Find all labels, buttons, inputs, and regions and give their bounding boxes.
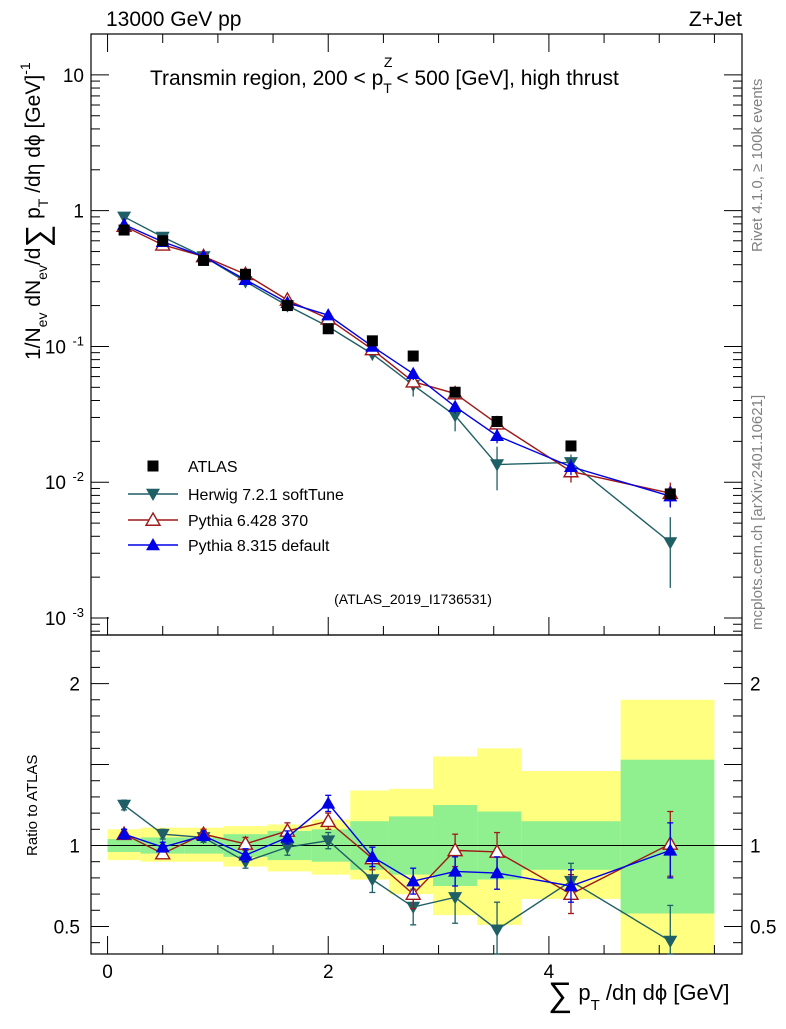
series-marker-ratio (321, 796, 336, 809)
series-marker-ratio (117, 827, 132, 840)
y-axis-label: 1/Nev dNev/d∑ pT /dη dϕ [GeV]-1 (17, 62, 55, 360)
main-series-layer (115, 211, 679, 588)
mcplots-side-label: mcplots.cern.ch [arXiv:2401.10621] (749, 395, 766, 630)
series-line-main (123, 223, 671, 497)
y-tick-label: 10 (45, 337, 66, 358)
legend-marker (147, 460, 159, 472)
series-marker-ratio (448, 892, 463, 905)
series-marker-ratio (155, 840, 170, 853)
rivet-side-label: Rivet 4.1.0, ≥ 100k events (749, 79, 766, 252)
legend: ATLAS Herwig 7.2.1 softTune Pythia 6.428 3… (128, 459, 344, 555)
chart-title: Transmin region, 200 < pTZ< 500 [GeV], h… (150, 54, 619, 96)
atlas-data-point (565, 440, 577, 452)
series-line-ratio (123, 802, 671, 887)
series-marker-main (406, 366, 421, 379)
series-marker-ratio (663, 843, 678, 856)
series-marker-ratio (238, 848, 253, 861)
y-tick-label: 10 (45, 473, 66, 494)
x-tick-label: 2 (323, 962, 334, 983)
atlas-data-point (449, 386, 461, 398)
atlas-data-point (239, 268, 251, 280)
legend-label: Pythia 8.315 default (188, 538, 330, 555)
series-marker-ratio (365, 874, 380, 887)
legend-marker (146, 538, 160, 551)
x-tick-label: 4 (544, 962, 555, 983)
ratio-tick-label: 0.5 (750, 917, 776, 938)
series-marker-ratio (490, 866, 505, 879)
ratio-tick-label: 2 (69, 675, 80, 696)
atlas-data-point (491, 416, 503, 428)
series-line-main (123, 216, 671, 544)
series-marker-ratio (406, 874, 421, 887)
legend-label: Pythia 6.428 370 (188, 513, 308, 530)
series-marker-ratio (321, 835, 336, 848)
y-tick-label-exp: -2 (72, 469, 84, 484)
x-tick-label: 0 (102, 962, 113, 983)
legend-marker (144, 511, 162, 526)
series-marker-main (448, 410, 463, 423)
y-tick-label: 10 (63, 66, 84, 87)
atlas-data-point (664, 488, 676, 500)
axis-ticks (91, 33, 742, 954)
series-marker-ratio (563, 878, 578, 892)
legend-label: Herwig 7.2.1 softTune (188, 487, 344, 504)
atlas-data-point (281, 300, 293, 312)
y-tick-label: 1 (73, 202, 84, 223)
atlas-data-point (366, 335, 378, 347)
series-marker-ratio (280, 830, 295, 843)
axis-tick-labels: 10 -3 10 -2 10 -1 1 10 0.5 0.5 1 1 2 2 0 2 4 (45, 66, 777, 983)
series-marker-ratio (365, 849, 380, 863)
series-marker-ratio (320, 812, 337, 828)
series-marker-main (490, 459, 505, 472)
ratio-tick-label: 1 (69, 837, 80, 858)
ratio-tick-label: 0.5 (54, 917, 80, 938)
legend-marker (146, 488, 160, 501)
analysis-tag: (ATLAS_2019_I1736531) (334, 591, 492, 607)
legend-label: ATLAS (188, 459, 238, 476)
series-marker-main (490, 428, 505, 441)
x-axis-label: ∑ pT /dη dϕ [GeV] (548, 976, 730, 1014)
series-marker-ratio (448, 864, 463, 877)
series-marker-ratio (490, 924, 505, 937)
atlas-data-point (157, 235, 169, 247)
series-marker-ratio (154, 845, 171, 860)
ratio-tick-label: 2 (750, 675, 761, 696)
ratio-y-axis-label: Ratio to ATLAS (24, 755, 41, 856)
band-inner (620, 759, 715, 914)
atlas-data-point (407, 350, 419, 362)
series-marker-main (404, 373, 422, 388)
series-marker-ratio (196, 828, 211, 842)
series-marker-ratio (663, 935, 678, 949)
ratio-plot-frame (90, 634, 743, 955)
series-marker-main (563, 459, 578, 473)
atlas-data-point (322, 323, 334, 335)
y-tick-label-exp: -3 (72, 605, 84, 620)
y-tick-label-exp: -1 (72, 333, 84, 348)
series-marker-main (663, 537, 678, 550)
ratio-tick-label: 1 (750, 837, 761, 858)
atlas-data-point (118, 224, 130, 236)
series-marker-ratio (446, 841, 464, 857)
series-marker-main (321, 308, 336, 321)
header-left: 13000 GeV pp (106, 8, 241, 31)
series-marker-ratio (155, 828, 170, 842)
ratio-series-layer (115, 794, 679, 955)
series-marker-ratio (280, 841, 295, 855)
atlas-data-point (198, 254, 210, 266)
series-marker-main (448, 399, 463, 412)
series-marker-ratio (117, 799, 132, 813)
header-right: Z+Jet (689, 8, 742, 31)
y-tick-label: 10 (45, 609, 66, 630)
